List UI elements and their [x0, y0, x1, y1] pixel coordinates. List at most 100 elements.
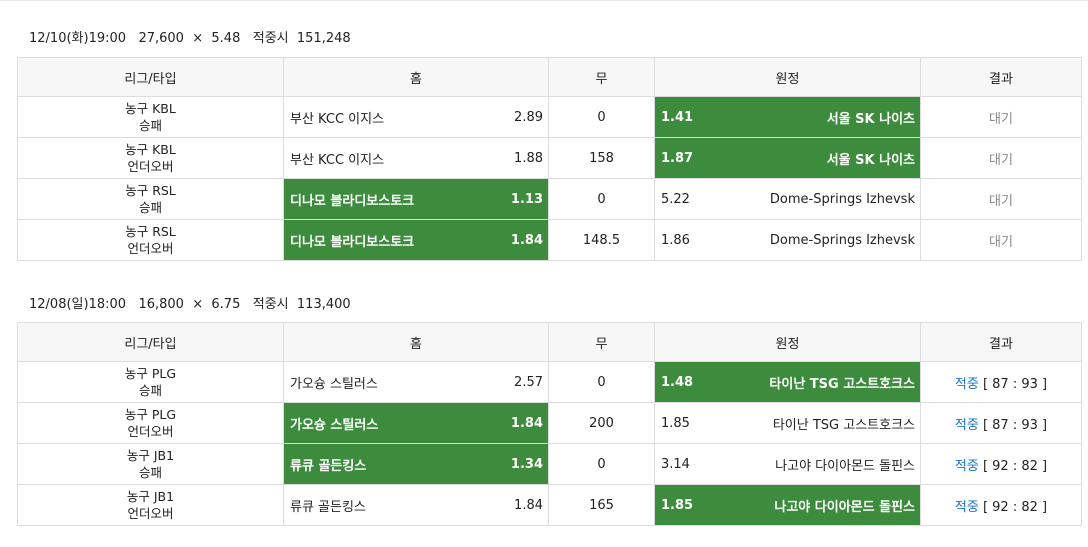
table-row: 농구 JB1 승패 류큐 골든킹스 1.34 0 3.14 나고야 다이아몬드 돌핀스…	[17, 443, 1082, 485]
bet-date: 12/08(일)18:00	[29, 297, 127, 312]
draw-cell[interactable]: 165	[548, 484, 655, 526]
home-team: 류큐 골든킹스	[290, 499, 366, 515]
away-cell[interactable]: 1.86 Dome-Springs Izhevsk	[654, 219, 921, 261]
home-odds: 1.13	[510, 191, 543, 207]
result-status: 대기	[989, 234, 1013, 250]
header-league: 리그/타입	[17, 322, 284, 362]
home-team: 부산 KCC 이지스	[290, 111, 385, 127]
bet-amount: 27,600	[138, 31, 184, 46]
home-team: 가오슝 스틸러스	[290, 376, 378, 392]
away-odds: 1.85	[661, 497, 694, 513]
home-odds: 1.84	[510, 232, 543, 248]
home-cell[interactable]: 부산 KCC 이지스 1.88	[283, 137, 549, 179]
away-cell-selected[interactable]: 1.41 서울 SK 나이츠	[654, 96, 921, 138]
draw-cell[interactable]: 148.5	[548, 219, 655, 261]
home-cell[interactable]: 부산 KCC 이지스 2.89	[283, 96, 549, 138]
result-status: 대기	[989, 111, 1013, 127]
result-cell: 대기	[920, 137, 1082, 179]
away-team: 나고야 다이아몬드 돌핀스	[774, 499, 915, 515]
bet-type: 승패	[138, 465, 162, 480]
bet-type: 언더오버	[127, 506, 174, 521]
bet-slip-header: 12/10(화)19:00 27,600 × 5.48 적중시 151,248	[29, 27, 351, 46]
league-name: 농구 JB1	[126, 448, 175, 463]
home-team: 류큐 골든킹스	[290, 458, 367, 474]
result-score: [ 87 : 93 ]	[982, 417, 1048, 433]
result-cell: 적중 [ 92 : 82 ]	[920, 484, 1082, 526]
result-status: 적중	[954, 458, 979, 474]
bet-slip-table: 리그/타입 홈 무 원정 결과 농구 PLG 승패 가오슝 스틸러스 2.57 0 …	[17, 322, 1082, 526]
draw-cell[interactable]: 0	[548, 443, 655, 485]
bet-slip-header: 12/08(일)18:00 16,800 × 6.75 적중시 113,400	[29, 293, 351, 312]
away-cell-selected[interactable]: 1.48 타이난 TSG 고스트호크스	[654, 361, 921, 403]
result-cell: 대기	[920, 96, 1082, 138]
home-cell-selected[interactable]: 디나모 블라디보스토크 1.84	[283, 219, 549, 261]
draw-cell[interactable]: 0	[548, 361, 655, 403]
result-cell: 적중 [ 87 : 93 ]	[920, 402, 1082, 444]
away-team: 나고야 다이아몬드 돌핀스	[775, 458, 915, 474]
bet-type: 승패	[138, 118, 162, 133]
home-cell-selected[interactable]: 류큐 골든킹스 1.34	[283, 443, 549, 485]
table-row: 농구 RSL 승패 디나모 블라디보스토크 1.13 0 5.22 Dome-Spri…	[17, 178, 1082, 220]
payout-amount: 113,400	[296, 297, 351, 312]
table-row: 농구 PLG 승패 가오슝 스틸러스 2.57 0 1.48 타이난 TSG 고스트호…	[17, 361, 1082, 403]
table-header-row: 리그/타입 홈 무 원정 결과	[17, 322, 1082, 362]
table-row: 농구 RSL 언더오버 디나모 블라디보스토크 1.84 148.5 1.86 Dom…	[17, 219, 1082, 261]
result-status: 대기	[989, 152, 1013, 168]
draw-cell[interactable]: 0	[548, 178, 655, 220]
bet-amount: 16,800	[138, 297, 184, 312]
result-cell: 적중 [ 87 : 93 ]	[920, 361, 1082, 403]
away-cell[interactable]: 5.22 Dome-Springs Izhevsk	[654, 178, 921, 220]
away-odds: 1.87	[661, 150, 694, 166]
home-odds: 1.84	[514, 497, 543, 513]
home-odds: 2.57	[514, 374, 543, 390]
away-odds: 1.86	[661, 232, 690, 248]
home-cell-selected[interactable]: 디나모 블라디보스토크 1.13	[283, 178, 549, 220]
bet-date: 12/10(화)19:00	[29, 31, 127, 46]
away-team: 타이난 TSG 고스트호크스	[769, 376, 915, 392]
away-cell[interactable]: 1.85 타이난 TSG 고스트호크스	[654, 402, 921, 444]
league-name: 농구 RSL	[125, 183, 176, 198]
league-name: 농구 RSL	[125, 224, 176, 239]
result-cell: 적중 [ 92 : 82 ]	[920, 443, 1082, 485]
result-status: 적중	[954, 499, 979, 515]
total-odds: 6.75	[211, 297, 241, 312]
home-odds: 1.34	[510, 456, 543, 472]
result-score: [ 92 : 82 ]	[982, 458, 1048, 474]
league-type-cell: 농구 JB1 승패	[17, 443, 284, 485]
header-result: 결과	[920, 57, 1082, 97]
away-cell[interactable]: 3.14 나고야 다이아몬드 돌핀스	[654, 443, 921, 485]
draw-cell[interactable]: 200	[548, 402, 655, 444]
league-type-cell: 농구 RSL 언더오버	[17, 219, 284, 261]
bet-type: 승패	[138, 200, 162, 215]
home-odds: 1.88	[514, 150, 543, 166]
bet-slip-table: 리그/타입 홈 무 원정 결과 농구 KBL 승패 부산 KCC 이지스 2.89 …	[17, 57, 1082, 261]
away-odds: 1.85	[661, 415, 690, 431]
header-league: 리그/타입	[17, 57, 284, 97]
table-row: 농구 JB1 언더오버 류큐 골든킹스 1.84 165 1.85 나고야 다이아몬드…	[17, 484, 1082, 526]
result-score: [ 87 : 93 ]	[982, 376, 1048, 392]
result-status: 적중	[954, 417, 979, 433]
league-name: 농구 JB1	[126, 489, 175, 504]
home-team: 디나모 블라디보스토크	[290, 193, 415, 209]
table-row: 농구 KBL 언더오버 부산 KCC 이지스 1.88 158 1.87 서울 SK …	[17, 137, 1082, 179]
home-odds: 2.89	[514, 109, 543, 125]
bet-type: 승패	[138, 383, 162, 398]
times-sign: ×	[192, 31, 204, 46]
league-type-cell: 농구 PLG 언더오버	[17, 402, 284, 444]
away-cell-selected[interactable]: 1.85 나고야 다이아몬드 돌핀스	[654, 484, 921, 526]
header-home: 홈	[283, 57, 549, 97]
away-team: Dome-Springs Izhevsk	[769, 232, 915, 248]
draw-cell[interactable]: 0	[548, 96, 655, 138]
win-label: 적중시	[252, 31, 289, 46]
home-cell-selected[interactable]: 가오슝 스틸러스 1.84	[283, 402, 549, 444]
header-away: 원정	[654, 322, 921, 362]
result-status: 적중	[954, 376, 979, 392]
home-team: 디나모 블라디보스토크	[290, 234, 415, 250]
draw-cell[interactable]: 158	[548, 137, 655, 179]
league-type-cell: 농구 PLG 승패	[17, 361, 284, 403]
home-team: 가오슝 스틸러스	[290, 417, 379, 433]
away-cell-selected[interactable]: 1.87 서울 SK 나이츠	[654, 137, 921, 179]
home-cell[interactable]: 류큐 골든킹스 1.84	[283, 484, 549, 526]
home-cell[interactable]: 가오슝 스틸러스 2.57	[283, 361, 549, 403]
away-team: 서울 SK 나이츠	[826, 111, 915, 127]
